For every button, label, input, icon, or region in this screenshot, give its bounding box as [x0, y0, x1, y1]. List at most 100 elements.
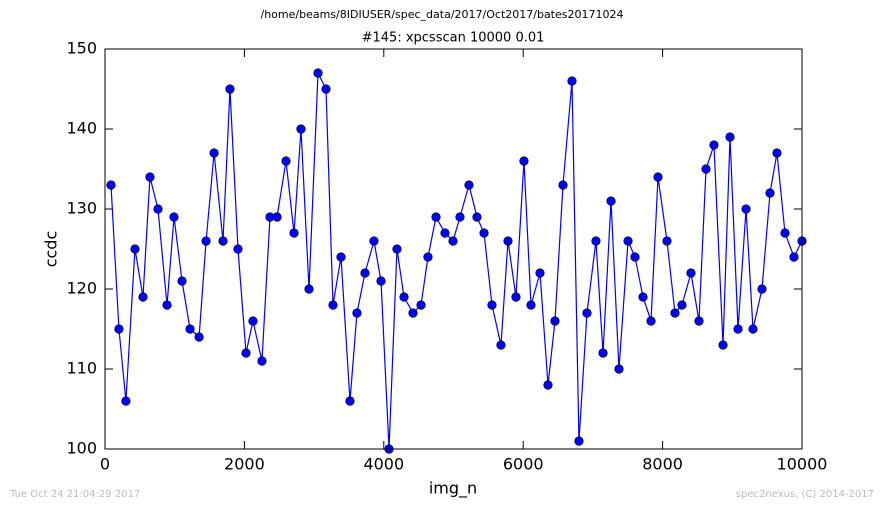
y-tick-label: 120 [66, 279, 97, 298]
marker [718, 340, 728, 350]
marker [772, 148, 782, 158]
marker [416, 300, 426, 310]
y-axis-label: ccdc [42, 231, 61, 268]
marker [733, 324, 743, 334]
x-tick-label: 0 [100, 455, 110, 474]
marker [138, 292, 148, 302]
y-tick-label: 130 [66, 199, 97, 218]
marker [455, 212, 465, 222]
marker [281, 156, 291, 166]
marker [272, 212, 282, 222]
marker [623, 236, 633, 246]
marker [321, 84, 331, 94]
marker [670, 308, 680, 318]
marker [598, 348, 608, 358]
footer-right: spec2nexus, (C) 2014-2017 [736, 489, 874, 500]
marker [558, 180, 568, 190]
marker [431, 212, 441, 222]
marker [257, 356, 267, 366]
marker [328, 300, 338, 310]
marker [114, 324, 124, 334]
marker [535, 268, 545, 278]
marker [526, 300, 536, 310]
marker [638, 292, 648, 302]
marker [606, 196, 616, 206]
marker [248, 316, 258, 326]
chart-subtitle: #145: xpcsscan 10000 0.01 [362, 31, 545, 46]
marker [550, 316, 560, 326]
marker [741, 204, 751, 214]
x-tick-label: 8000 [642, 455, 683, 474]
marker [145, 172, 155, 182]
marker [296, 124, 306, 134]
marker [630, 252, 640, 262]
marker [392, 244, 402, 254]
marker [765, 188, 775, 198]
marker [169, 212, 179, 222]
marker [121, 396, 131, 406]
marker [614, 364, 624, 374]
marker [352, 308, 362, 318]
marker [201, 236, 211, 246]
footer-left: Tue Oct 24 21:04:29 2017 [9, 489, 140, 500]
marker [289, 228, 299, 238]
marker [543, 380, 553, 390]
marker [304, 284, 314, 294]
marker [686, 268, 696, 278]
marker [376, 276, 386, 286]
y-tick-label: 100 [66, 439, 97, 458]
marker [423, 252, 433, 262]
marker [694, 316, 704, 326]
marker [472, 212, 482, 222]
marker [345, 396, 355, 406]
y-tick-label: 150 [66, 39, 97, 58]
marker [503, 236, 513, 246]
x-tick-label: 10000 [777, 455, 828, 474]
marker [162, 300, 172, 310]
marker [153, 204, 163, 214]
marker [464, 180, 474, 190]
marker [177, 276, 187, 286]
x-tick-label: 4000 [363, 455, 404, 474]
marker [725, 132, 735, 142]
x-tick-label: 2000 [224, 455, 265, 474]
marker [241, 348, 251, 358]
marker [233, 244, 243, 254]
marker [709, 140, 719, 150]
marker [106, 180, 116, 190]
marker [662, 236, 672, 246]
marker [591, 236, 601, 246]
marker [582, 308, 592, 318]
marker [757, 284, 767, 294]
marker [448, 236, 458, 246]
marker [567, 76, 577, 86]
marker [209, 148, 219, 158]
marker [185, 324, 195, 334]
marker [360, 268, 370, 278]
marker [313, 68, 323, 78]
x-axis-label: img_n [429, 479, 477, 499]
y-tick-label: 110 [66, 359, 97, 378]
marker [440, 228, 450, 238]
marker [653, 172, 663, 182]
marker [496, 340, 506, 350]
marker [336, 252, 346, 262]
marker [130, 244, 140, 254]
marker [399, 292, 409, 302]
marker [574, 436, 584, 446]
marker [511, 292, 521, 302]
marker [408, 308, 418, 318]
marker [194, 332, 204, 342]
x-tick-label: 6000 [503, 455, 544, 474]
marker [677, 300, 687, 310]
marker [789, 252, 799, 262]
marker [780, 228, 790, 238]
marker [701, 164, 711, 174]
marker [218, 236, 228, 246]
marker [487, 300, 497, 310]
y-tick-label: 140 [66, 119, 97, 138]
marker [748, 324, 758, 334]
plot-frame [104, 48, 803, 450]
